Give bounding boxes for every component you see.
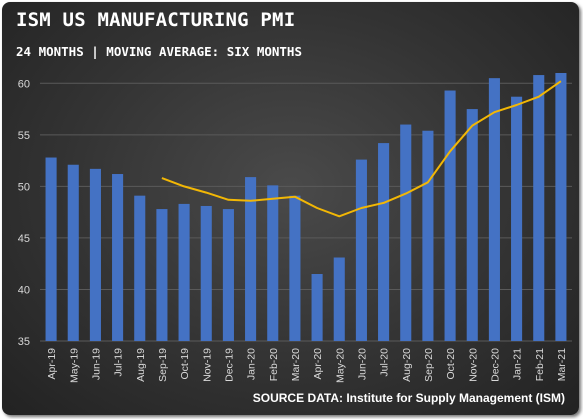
x-tick-label: Mar-20	[290, 348, 302, 381]
bar	[156, 209, 168, 341]
bar	[267, 185, 279, 341]
source-note: SOURCE DATA: Institute for Supply Manage…	[252, 391, 565, 405]
x-tick-label: Jul-19	[113, 348, 125, 377]
y-tick-label: 35	[18, 336, 30, 348]
bar	[488, 78, 500, 342]
bar	[555, 73, 567, 341]
x-tick-label: Sep-19	[157, 348, 169, 382]
bar	[89, 168, 101, 341]
bar	[444, 90, 456, 342]
bar	[355, 159, 367, 341]
bar	[400, 124, 412, 342]
x-tick-label: Apr-20	[312, 348, 324, 380]
x-tick-label: Dec-20	[489, 348, 501, 382]
chart-frame: ISM US MANUFACTURING PMI 24 MONTHS | MOV…	[2, 2, 579, 415]
x-tick-label: Jan-21	[512, 348, 524, 380]
bar	[178, 203, 190, 341]
bar	[378, 143, 390, 341]
x-tick-label: Apr-19	[46, 348, 58, 380]
x-tick-label: Oct-19	[179, 348, 191, 380]
y-tick-label: 40	[18, 284, 30, 296]
x-tick-label: Nov-19	[201, 348, 213, 382]
chart-title: ISM US MANUFACTURING PMI	[16, 9, 296, 31]
bar	[511, 96, 523, 341]
bar	[311, 274, 323, 341]
y-tick-label: 50	[18, 181, 30, 193]
y-tick-label: 60	[18, 78, 30, 90]
y-tick-label: 55	[18, 130, 30, 142]
bar	[200, 205, 212, 341]
x-tick-label: Feb-20	[268, 348, 280, 381]
x-tick-label: Jul-20	[379, 348, 391, 377]
bar	[289, 195, 301, 341]
bar	[245, 177, 257, 341]
bar	[112, 174, 124, 341]
bar	[422, 130, 434, 341]
bar	[466, 109, 478, 341]
x-tick-label: Feb-21	[534, 348, 546, 381]
x-tick-label: Aug-19	[135, 348, 147, 382]
x-tick-label: Sep-20	[423, 348, 435, 382]
y-tick-label: 45	[18, 233, 30, 245]
x-tick-label: Dec-19	[223, 348, 235, 382]
pmi-bar-chart: 35 40 45 50 55 60 Apr-19 May-19 Jun-19 Jul-19 Aug-…	[18, 73, 572, 383]
bar	[333, 257, 345, 341]
x-tick-label: Aug-20	[401, 348, 413, 382]
x-tick-label: May-20	[334, 348, 346, 383]
x-tick-label: Mar-21	[556, 348, 568, 381]
bar	[67, 164, 79, 341]
bar	[134, 195, 146, 341]
x-tick-label: Nov-20	[467, 348, 479, 382]
x-tick-label: May-19	[68, 348, 80, 383]
moving-average-line	[161, 80, 562, 218]
bar	[533, 75, 545, 342]
chart-subtitle: 24 MONTHS | MOVING AVERAGE: SIX MONTHS	[16, 44, 302, 59]
x-tick-label: Oct-20	[445, 348, 457, 380]
x-tick-label: Jun-20	[356, 348, 368, 380]
bar	[222, 209, 234, 341]
bar	[45, 157, 57, 341]
x-tick-label: Jan-20	[246, 348, 258, 380]
x-tick-label: Jun-19	[90, 348, 102, 380]
